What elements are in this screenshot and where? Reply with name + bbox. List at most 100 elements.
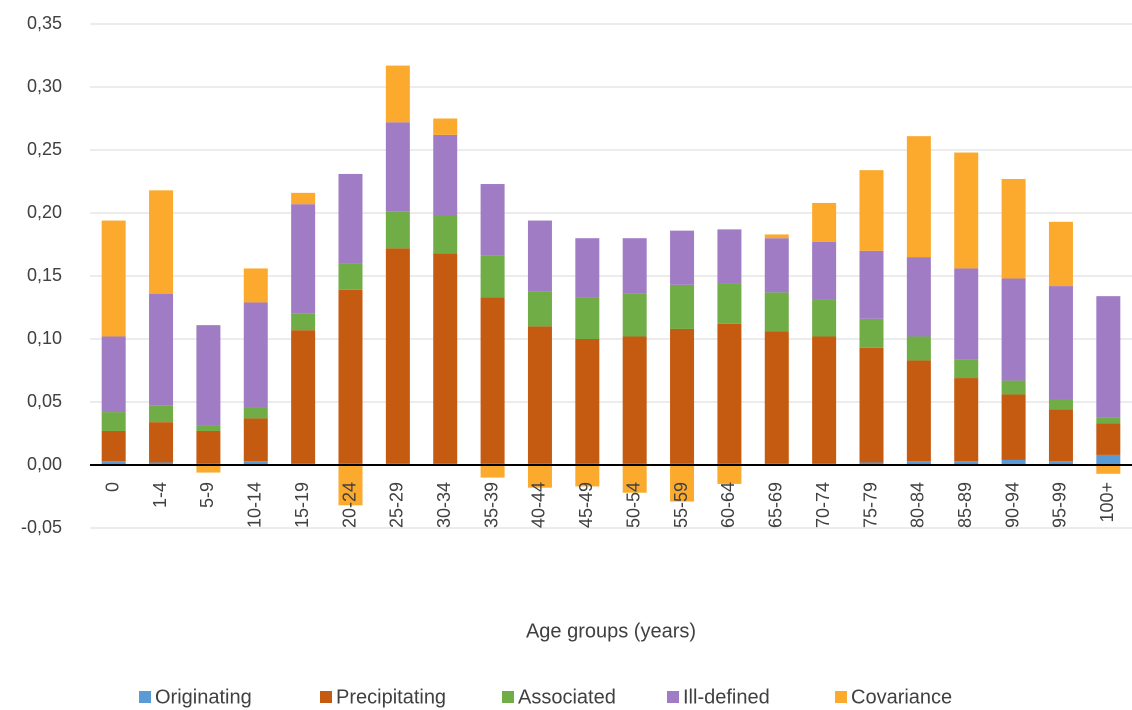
x-tick-group: 1-4 [150,482,170,508]
bar-segment [338,465,363,506]
y-tick-label: 0,30 [27,76,62,96]
bar-segment [575,297,600,339]
x-tick-label: 5-9 [197,482,217,508]
bar-segment [859,318,884,348]
y-tick-label: 0,35 [27,13,62,33]
bar-segment [433,215,458,254]
bar-segment [764,238,789,293]
bar-segment [906,136,931,258]
bar-segment [812,202,837,242]
bar-segment [291,330,316,464]
x-tick-group: 90-94 [1002,482,1022,528]
bar-segment [1001,278,1026,381]
bar-segment [101,430,126,462]
bar-segment [954,152,979,269]
bar-segment [1001,178,1026,279]
x-tick-label: 90-94 [1002,482,1022,528]
bar-segment [764,234,789,239]
bar-segment [385,211,410,249]
y-tick-label: 0,25 [27,139,62,159]
x-tick-label: 15-19 [292,482,312,528]
bar-segment [338,173,363,264]
bar-segment [1001,380,1026,395]
bar-segment [622,465,647,493]
bar-segment [954,268,979,360]
bar-segment [1096,454,1121,465]
bar-segment [1048,221,1073,287]
bar-segment [480,255,505,298]
bar-segment [527,291,552,327]
x-tick-group: 15-19 [292,482,312,528]
bar-segment [622,336,647,464]
bar-segment [149,405,174,423]
y-tick-label: 0,20 [27,202,62,222]
bar-segment [859,170,884,251]
bar-segment [575,465,600,487]
bar-segment [859,250,884,319]
legend-label: Precipitating [336,686,446,708]
bar-segment [433,118,458,135]
x-tick-group: 60-64 [718,482,738,528]
x-tick-group: 0 [102,482,122,492]
bar-segment [338,263,363,290]
legend-swatch [320,691,332,703]
bar-segment [1096,465,1121,474]
bar-segment [243,418,268,462]
bar-segment [954,378,979,462]
x-tick-label: 60-64 [718,482,738,528]
bar-segment [906,461,931,465]
bar-segment [101,461,126,465]
x-axis-title: Age groups (years) [526,620,696,642]
bar-segment [196,325,221,426]
x-tick-group: 5-9 [197,482,217,508]
x-tick-group: 40-44 [529,482,549,528]
x-tick-group: 80-84 [908,482,928,528]
x-tick-label: 20-24 [339,482,359,528]
bar-segment [1048,399,1073,410]
bar-segment [291,192,316,205]
bar-segment [1096,296,1121,418]
y-tick-label: 0,05 [27,391,62,411]
bar-segment [670,284,695,329]
bar-segment [149,462,174,465]
bar-segment [291,313,316,331]
bar-segment [906,336,931,361]
x-tick-label: 30-34 [434,482,454,528]
x-tick-group: 50-54 [623,482,643,528]
bar-segment [954,461,979,465]
bar-segment [527,465,552,488]
bar-segment [906,257,931,337]
bar-segment [480,184,505,256]
x-tick-label: 1-4 [150,482,170,508]
bar-segment [149,422,174,463]
legend-label: Associated [518,686,616,708]
x-tick-group: 30-34 [434,482,454,528]
bar-segment [812,299,837,337]
bar-segment [1001,459,1026,465]
y-tick-label: -0,05 [21,517,62,537]
bar-segment [196,430,221,464]
x-tick-label: 100+ [1097,482,1117,523]
x-tick-group: 20-24 [339,482,359,528]
legend-label: Covariance [851,686,952,708]
bar-segment [433,134,458,216]
bar-segment [717,323,742,464]
bar-segment [243,407,268,419]
bar-segment [670,465,695,502]
x-tick-label: 45-49 [576,482,596,528]
bar-segment [717,465,742,484]
x-tick-label: 75-79 [860,482,880,528]
bar-segment [717,283,742,324]
bar-segment [954,359,979,379]
bar-segment [385,122,410,212]
y-tick-label: 0,00 [27,454,62,474]
x-tick-group: 70-74 [813,482,833,528]
bar-segment [101,220,126,337]
bar-segment [1048,461,1073,465]
legend-label: Originating [155,686,252,708]
bar-segment [196,465,221,473]
x-tick-group: 45-49 [576,482,596,528]
x-tick-group: 65-69 [766,482,786,528]
legend-label: Ill-defined [683,686,770,708]
